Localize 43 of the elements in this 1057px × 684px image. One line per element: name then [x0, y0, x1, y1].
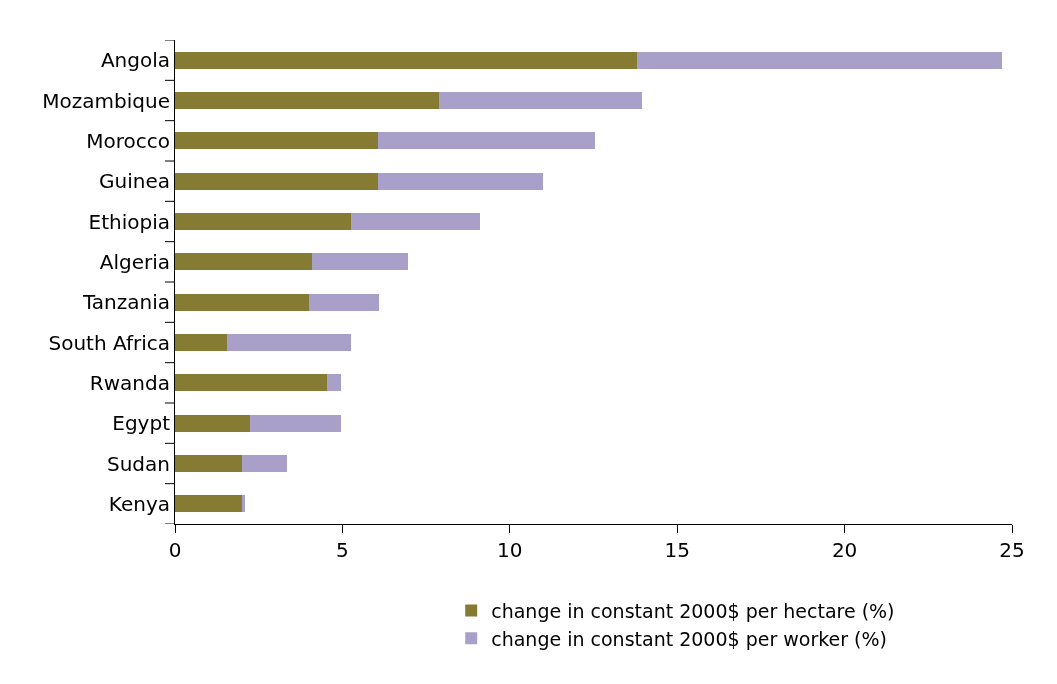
bar [226, 334, 351, 351]
y-tick-label: Egypt [112, 411, 171, 436]
bar [312, 253, 408, 271]
bar [175, 213, 351, 230]
bar [377, 172, 544, 190]
bar [350, 213, 480, 230]
x-tick-label: 15 [664, 538, 690, 562]
bar [175, 455, 242, 472]
x-tick-label: 25 [999, 538, 1025, 562]
y-tick-label: Tanzania [81, 290, 170, 315]
x-tick-label: 5 [336, 538, 349, 562]
y-tick-label: Ethiopia [88, 209, 170, 234]
x-tick-label: 10 [497, 538, 523, 562]
y-tick-label: Rwanda [89, 370, 170, 395]
y-tick-label: Guinea [99, 169, 170, 194]
bar [175, 253, 313, 271]
bar [241, 455, 288, 472]
y-tick-label: Kenya [108, 491, 170, 516]
bar [175, 414, 251, 432]
y-tick-label: Mozambique [42, 88, 170, 113]
bar [175, 374, 328, 392]
bar [175, 51, 638, 69]
bar [308, 293, 380, 311]
legend-label: change in constant 2000$ per worker (%) [491, 627, 887, 650]
y-tick-label: Algeria [99, 249, 170, 274]
bar [175, 495, 242, 513]
bar [175, 172, 378, 190]
bar [439, 92, 643, 109]
x-tick-label: 0 [168, 538, 182, 562]
bar [250, 414, 341, 432]
y-tick-label: Angola [100, 48, 170, 73]
bar [377, 132, 596, 150]
bar [175, 132, 378, 150]
y-tick-label: South Africa [48, 330, 170, 355]
y-tick-label: Morocco [86, 128, 170, 153]
bar [327, 374, 341, 392]
bar [637, 51, 1002, 69]
bar [175, 334, 227, 351]
bar [175, 293, 309, 311]
y-tick-label: Sudan [107, 451, 170, 476]
bar [175, 92, 440, 109]
legend-label: change in constant 2000$ per hectare (%) [491, 600, 895, 623]
x-tick-label: 20 [831, 538, 858, 562]
